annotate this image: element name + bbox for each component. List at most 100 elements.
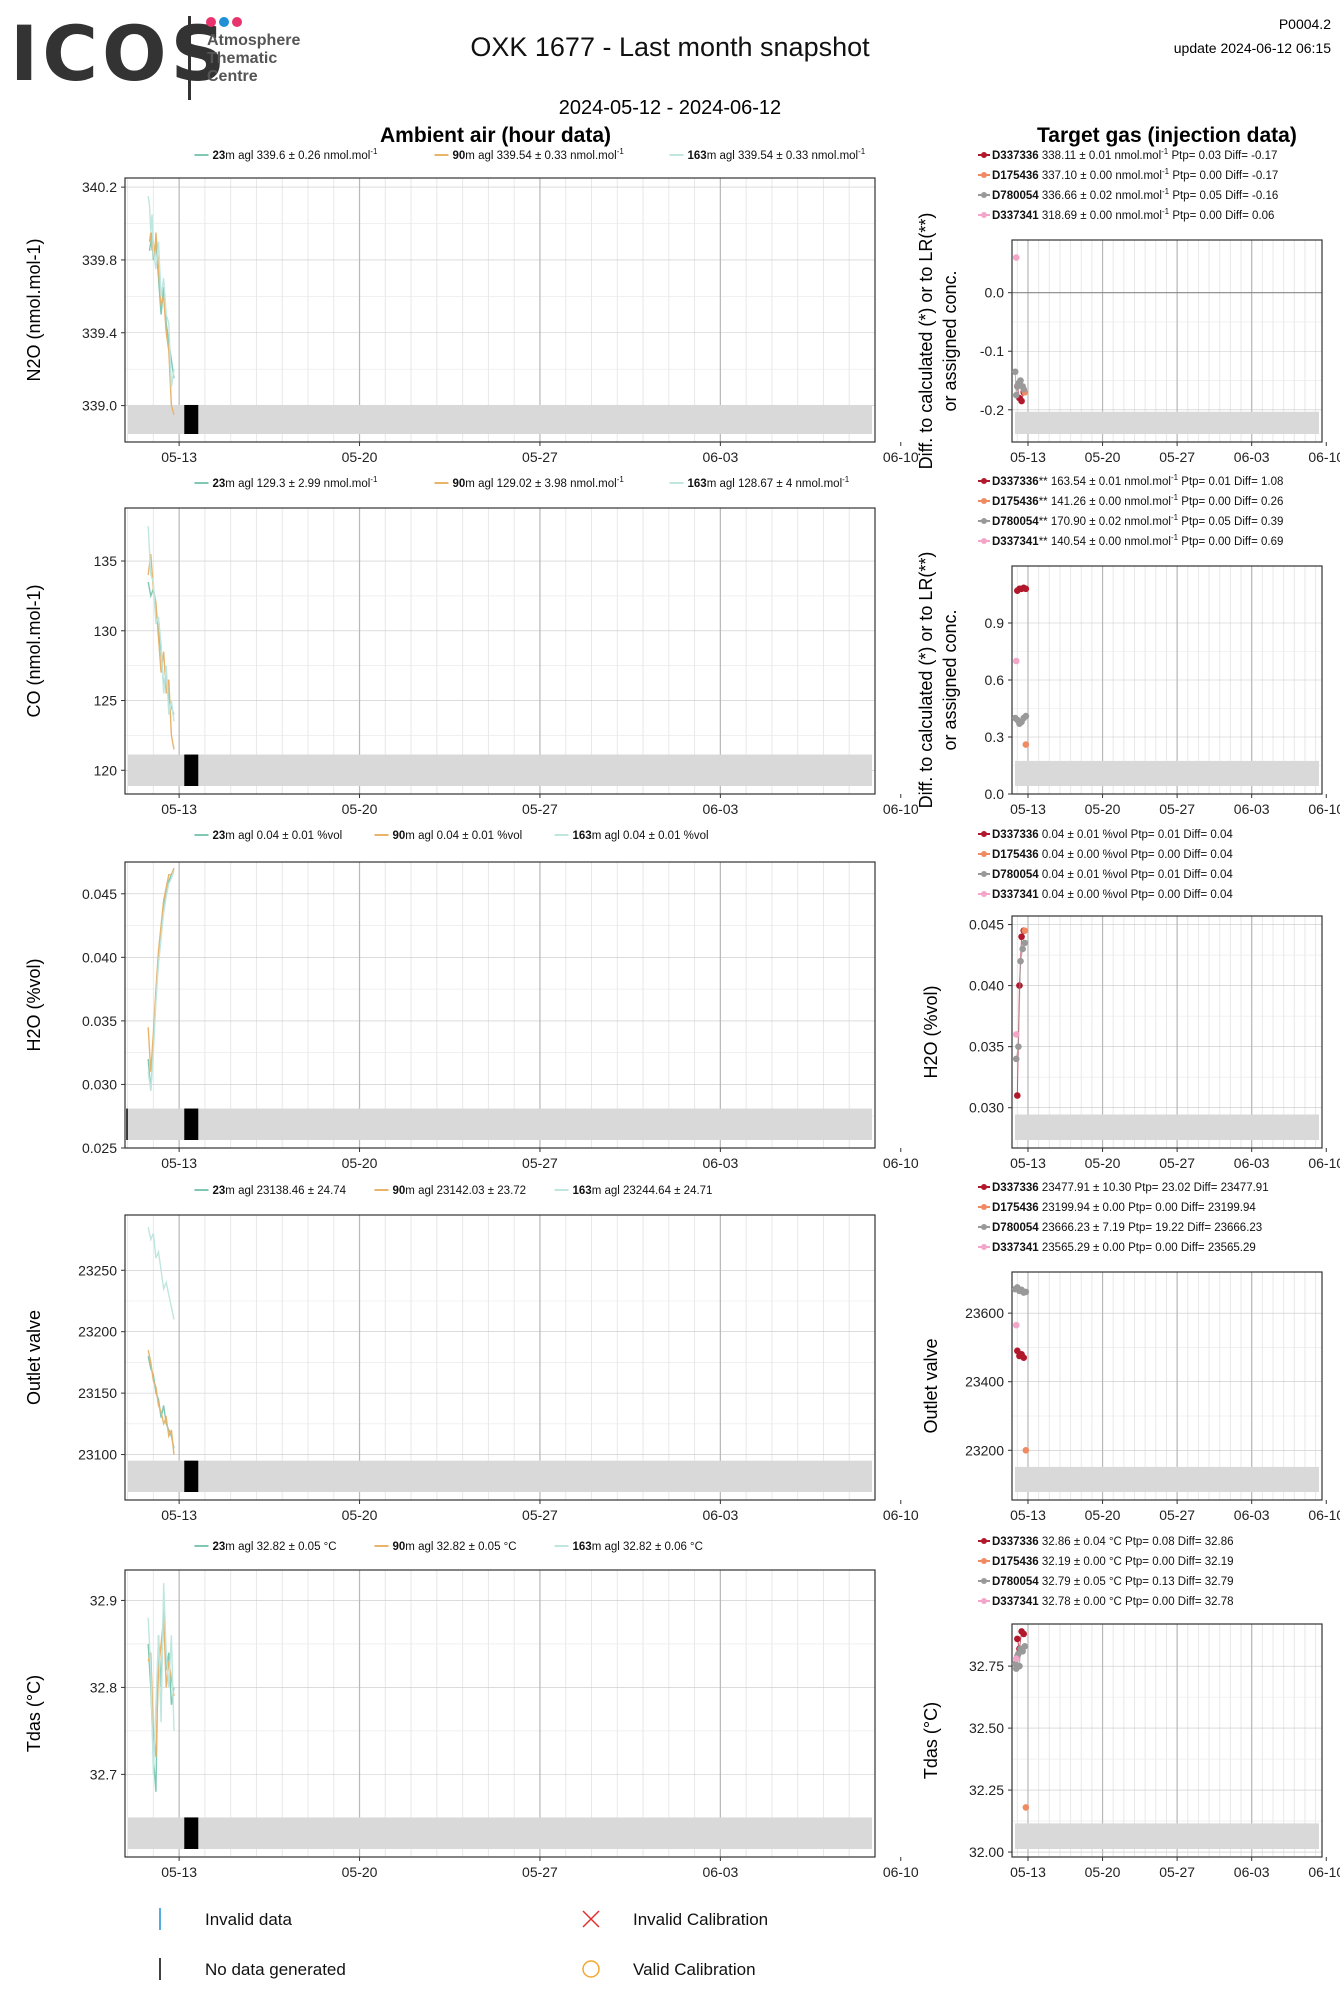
x-tick-label: 06-03	[702, 449, 738, 465]
x-tick-label: 06-10	[1308, 449, 1340, 465]
point-D337341	[1012, 254, 1020, 261]
x-tick-label: 05-27	[1159, 449, 1195, 465]
y-tick-label: 339.0	[82, 398, 117, 414]
y-tick-label: -0.2	[980, 402, 1004, 418]
legend-entry: D175436 337.10 ± 0.00 nmol.mol-1 Ptp= 0.…	[992, 167, 1278, 182]
amb-panel-ambient-co: 120 125 130 135 05-13 05-20 05-27 06-03 06-10 CO …	[24, 475, 919, 817]
x-tick-label: 05-13	[161, 1864, 197, 1880]
point-D337341	[1012, 1321, 1020, 1329]
legend-entry: D337341 32.78 ± 0.00 °C Ptp= 0.00 Diff= …	[992, 1596, 1234, 1608]
plot-frame	[1011, 1271, 1323, 1501]
x-tick-label: 05-27	[1159, 1507, 1195, 1523]
y-tick-label: 0.025	[82, 1140, 117, 1156]
legend-entry: D337336** 163.54 ± 0.01 nmol.mol-1 Ptp= …	[992, 473, 1283, 488]
x-tick-label: 06-03	[1234, 1155, 1270, 1171]
series-line-163-m-agl	[147, 1583, 175, 1775]
y-tick-label: 0.030	[82, 1076, 117, 1092]
series-line-90-m-agl	[148, 232, 175, 415]
point-D337341	[1012, 657, 1020, 665]
y-tick-label: 0.9	[985, 615, 1005, 631]
series-line-163-m-agl	[147, 1227, 175, 1320]
no-data-band	[1015, 1823, 1319, 1849]
legend-marker	[981, 212, 987, 218]
y-tick-label: 339.8	[82, 252, 117, 268]
x-tick-label: 05-27	[522, 1864, 558, 1880]
x-tick-label: 05-20	[342, 801, 378, 817]
point-D337336	[1018, 933, 1025, 941]
series-line-163-m-agl	[147, 870, 175, 1091]
plot-frame	[124, 177, 876, 443]
x-tick-label: 05-13	[1010, 801, 1046, 817]
logo-subtitle-line-3: Centre	[207, 68, 258, 85]
legend-entry: 163m agl 339.54 ± 0.33 nmol.mol-1	[688, 147, 866, 162]
legend-entry: 163m agl 128.67 ± 4 nmol.mol-1	[688, 475, 850, 490]
no-data-band	[1015, 1114, 1319, 1140]
y-axis-label: Outlet valve	[921, 1338, 941, 1433]
point-D780054	[1012, 1055, 1020, 1063]
x-tick-label: 06-10	[883, 1864, 919, 1880]
x-tick-label: 06-03	[1234, 1507, 1270, 1523]
x-tick-label: 05-27	[522, 449, 558, 465]
x-tick-label: 06-03	[702, 1507, 738, 1523]
y-tick-label: 0.035	[82, 1013, 117, 1029]
point-D337336	[1020, 1354, 1028, 1362]
no-data-block	[184, 404, 199, 434]
valid-calibration-label: Valid Calibration	[633, 1960, 756, 1979]
point-D780054	[1017, 957, 1024, 965]
no-data-block	[184, 1460, 199, 1492]
point-D780054	[1021, 939, 1029, 947]
legend-entry: D780054 23666.23 ± 7.19 Ptp= 19.22 Diff=…	[992, 1222, 1262, 1234]
x-tick-label: 06-10	[1308, 1864, 1340, 1880]
x-tick-label: 06-10	[1308, 1155, 1340, 1171]
plot-frame	[1011, 1623, 1323, 1858]
point-D337341	[1012, 1655, 1020, 1663]
legend-marker	[981, 871, 987, 877]
x-tick-label: 05-20	[342, 1507, 378, 1523]
series-line-90-m-agl	[147, 868, 175, 1072]
tgt-panel-target-outlet: 23200 23400 23600 05-13 05-20 05-27 06-03 06-10…	[921, 1182, 1340, 1523]
plot-frame	[124, 507, 876, 795]
no-data-band	[1015, 760, 1319, 786]
date-range: 2024-05-12 - 2024-06-12	[558, 97, 782, 119]
x-tick-label: 05-20	[342, 1155, 378, 1171]
y-axis-label-2: or assigned conc.	[940, 270, 960, 411]
y-tick-label: 32.75	[969, 1658, 1004, 1674]
no-data-block	[184, 1817, 199, 1849]
legend-marker	[981, 538, 987, 544]
point-D780054	[1015, 1043, 1022, 1050]
point-D780054	[1019, 1647, 1026, 1655]
footer-legend: Invalid data No data generated Invalid Cal…	[159, 1908, 768, 1980]
legend-marker	[981, 1204, 987, 1210]
series-line-163-m-agl	[147, 196, 175, 388]
x-tick-label: 05-27	[522, 1155, 558, 1171]
plot-frame	[1011, 915, 1323, 1149]
legend-entry: D337336 23477.91 ± 10.30 Ptp= 23.02 Diff…	[992, 1182, 1269, 1194]
legend-entry: 23m agl 0.04 ± 0.01 %vol	[213, 830, 343, 842]
legend-entry: D780054 0.04 ± 0.01 %vol Ptp= 0.01 Diff=…	[992, 869, 1233, 881]
legend-entry: 163m agl 23244.64 ± 24.71	[573, 1185, 713, 1197]
plot-frame	[124, 1569, 876, 1858]
series-line-D337336	[1016, 930, 1025, 1096]
tgt-panel-target-tdas: 32.00 32.25 32.50 32.75 05-13 05-20 05-27 06-03…	[921, 1536, 1340, 1880]
y-tick-label: 23400	[965, 1374, 1004, 1390]
x-tick-label: 05-13	[1010, 1155, 1046, 1171]
legend-marker	[981, 498, 987, 504]
logo-subtitle-line-2: Thematic	[207, 50, 278, 67]
invalid-data-label: Invalid data	[205, 1910, 292, 1929]
logo-dots	[206, 14, 245, 32]
y-tick-label: 135	[94, 553, 118, 569]
legend-entry: D337341 0.04 ± 0.00 %vol Ptp= 0.00 Diff=…	[992, 889, 1233, 901]
y-tick-label: 0.045	[969, 917, 1004, 933]
series-line-163-m-agl	[147, 526, 175, 722]
point-D337336	[1020, 1630, 1028, 1638]
legend-entry: 23m agl 129.3 ± 2.99 nmol.mol-1	[213, 475, 378, 490]
amb-panel-ambient-h2o: 0.025 0.030 0.035 0.040 0.045 05-13 05-20 05-27…	[24, 830, 919, 1171]
point-D337341	[1012, 1031, 1020, 1038]
amb-panel-ambient-n2o: 339.0 339.4 339.8 340.2 05-13 05-20 05-27 06-03…	[24, 147, 919, 465]
legend-marker	[981, 518, 987, 524]
legend-marker	[981, 1578, 987, 1584]
x-tick-label: 05-27	[1159, 1155, 1195, 1171]
y-tick-label: 130	[94, 623, 118, 639]
product-code: P0004.2	[1278, 16, 1331, 32]
invalid-calibration-label: Invalid Calibration	[633, 1910, 768, 1929]
